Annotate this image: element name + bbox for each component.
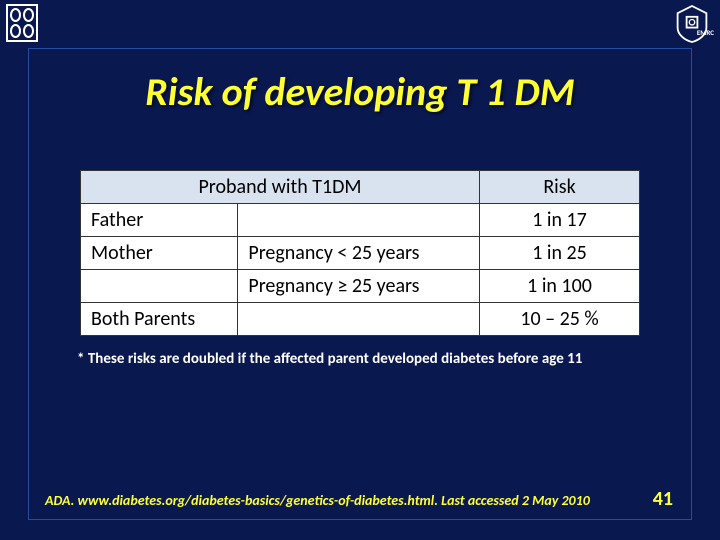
table-row: Father 1 in 17	[81, 204, 640, 237]
cell-risk: 10 – 25 %	[480, 303, 640, 336]
cell-c1: Both Parents	[81, 303, 238, 336]
cell-c1	[81, 270, 238, 303]
cell-risk: 1 in 25	[480, 237, 640, 270]
content-frame: Risk of developing T 1 DM Proband with T…	[28, 48, 692, 520]
cell-risk: 1 in 100	[480, 270, 640, 303]
cell-c2: Pregnancy < 25 years	[238, 237, 480, 270]
cell-c2	[238, 303, 480, 336]
logo-right-label: EMRC	[697, 28, 714, 37]
table-row: Pregnancy ≥ 25 years 1 in 100	[81, 270, 640, 303]
citation-text: ADA. www.diabetes.org/diabetes-basics/ge…	[45, 492, 590, 509]
cell-c1: Mother	[81, 237, 238, 270]
logo-left-icon	[6, 4, 38, 42]
cell-c1: Father	[81, 204, 238, 237]
col-header-proband: Proband with T1DM	[81, 171, 480, 204]
cell-risk: 1 in 17	[480, 204, 640, 237]
risk-table: Proband with T1DM Risk Father 1 in 17 Mo…	[80, 170, 640, 336]
cell-c2	[238, 204, 480, 237]
cell-c2: Pregnancy ≥ 25 years	[238, 270, 480, 303]
page-title: Risk of developing T 1 DM	[29, 67, 691, 116]
col-header-risk: Risk	[480, 171, 640, 204]
logo-right-icon	[674, 4, 710, 44]
table-row: Mother Pregnancy < 25 years 1 in 25	[81, 237, 640, 270]
table-row: Both Parents 10 – 25 %	[81, 303, 640, 336]
page-number: 41	[653, 487, 673, 511]
footnote-text: * These risks are doubled if the affecte…	[77, 350, 691, 368]
